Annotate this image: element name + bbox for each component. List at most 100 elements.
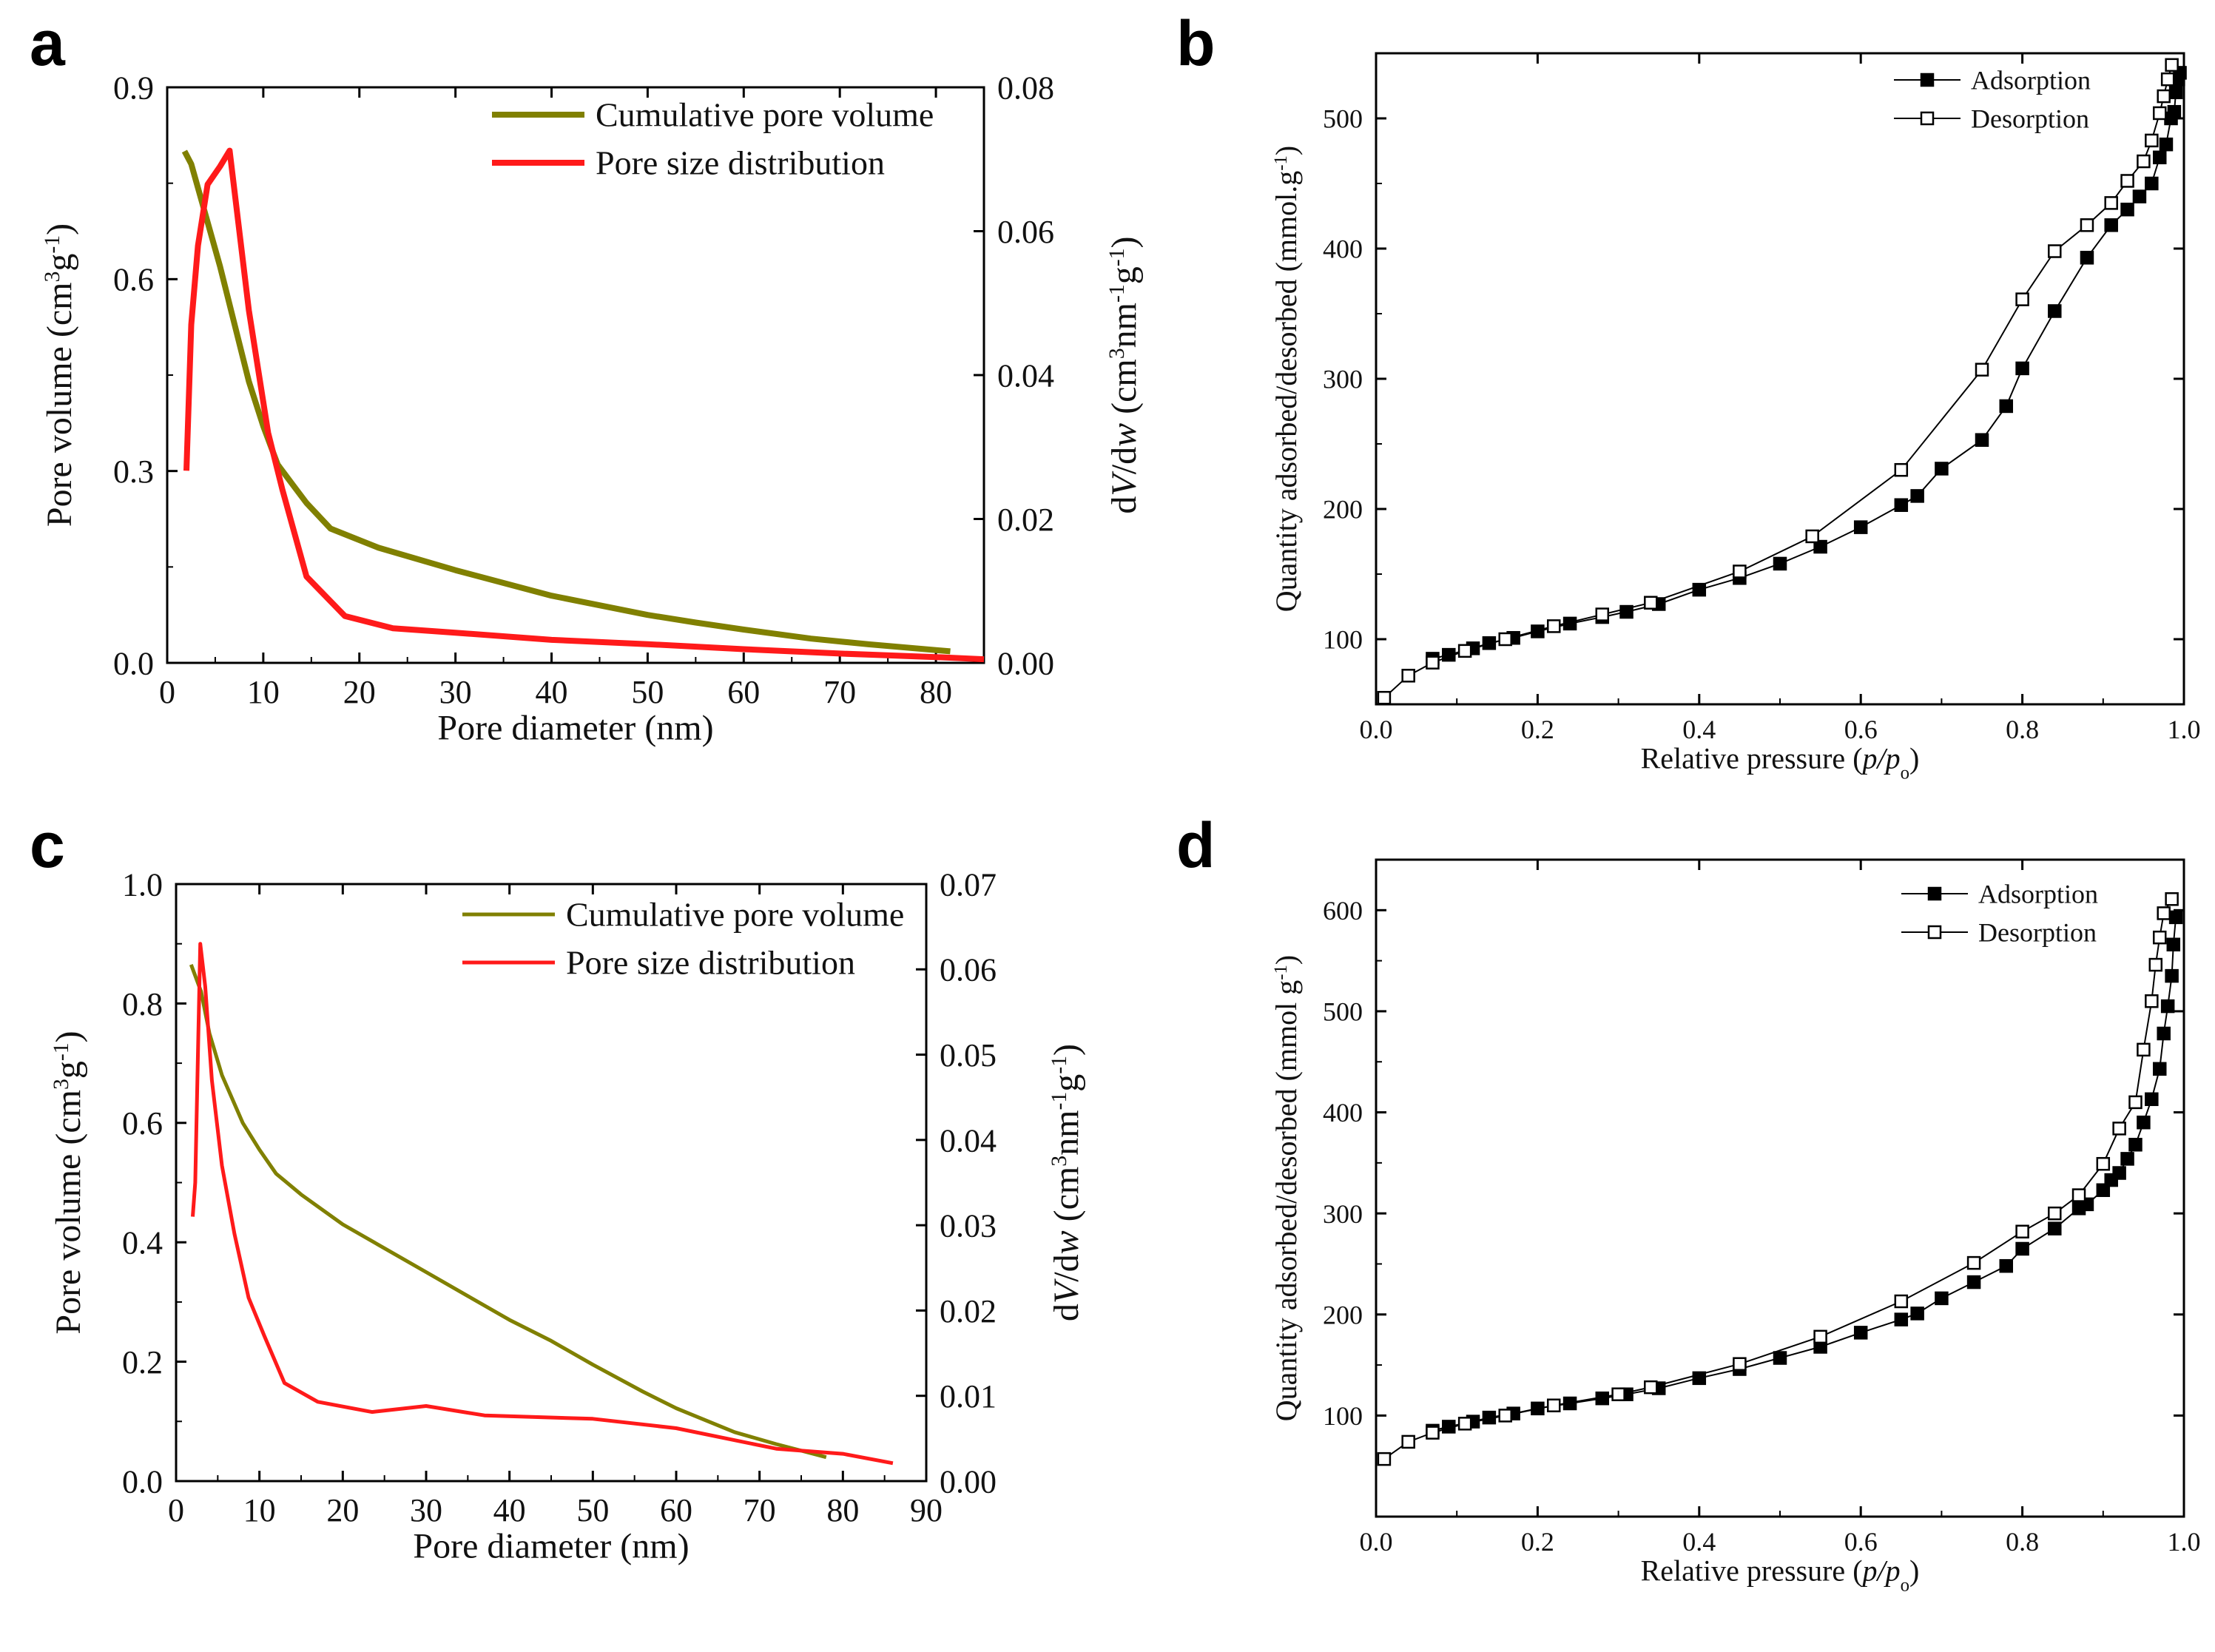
legend: Adsorption Desorption <box>1894 66 2091 134</box>
series-line <box>1432 73 2181 660</box>
data-point <box>1805 529 1819 544</box>
legend-marker <box>1927 925 1942 940</box>
series-line <box>183 147 985 663</box>
data-point <box>2104 218 2118 232</box>
data-point <box>1498 632 1512 647</box>
series-pore-size-distribution <box>191 942 894 1466</box>
data-point <box>1377 1452 1392 1466</box>
data-point <box>1975 363 1989 377</box>
data-point <box>2137 154 2151 169</box>
series-line <box>1432 917 2177 1432</box>
legend-marker <box>1927 886 1942 901</box>
data-point <box>2015 1241 2029 1256</box>
x-tick-label: 0.8 <box>2006 715 2039 744</box>
data-point <box>2157 89 2171 104</box>
y2-tick-label: 0.01 <box>940 1378 997 1415</box>
data-point <box>1457 1417 1472 1431</box>
y2-tick-label: 0.04 <box>940 1122 997 1159</box>
y-axis-label: Quantity adsorbed/desorbed (mmol.g-1) <box>1270 146 1303 613</box>
plot-frame <box>1375 858 2185 1518</box>
x-tick-label: 0.6 <box>1844 715 1878 744</box>
x-tick-label: 50 <box>631 674 664 710</box>
legend-label: Cumulative pore volume <box>566 895 904 933</box>
data-point <box>1457 644 1472 658</box>
series-adsorption <box>1426 910 2183 1438</box>
data-point <box>2152 106 2167 121</box>
y-tick-label: 500 <box>1323 997 1363 1027</box>
data-point <box>2080 218 2094 232</box>
series-line <box>1383 898 2173 1460</box>
x-tick-label: 10 <box>247 674 280 710</box>
legend-label: Adsorption <box>1971 66 2091 95</box>
y2-tick-label: 0.00 <box>997 645 1054 681</box>
data-point <box>2145 994 2159 1008</box>
x-tick-label: 40 <box>536 674 568 710</box>
data-point <box>2152 1062 2167 1076</box>
data-point <box>2145 1092 2159 1107</box>
y-tick-label: 0.3 <box>113 454 154 490</box>
x-axis-label: Pore diameter (nm) <box>413 1526 689 1565</box>
x-tick-label: 0.6 <box>1844 1527 1878 1557</box>
data-point <box>2048 244 2062 258</box>
y2-tick-label: 0.08 <box>997 70 1054 106</box>
series-adsorption <box>1426 66 2187 666</box>
y2-tick-label: 0.06 <box>940 952 997 988</box>
series-pore-size-distribution <box>183 147 985 663</box>
data-point <box>2148 957 2163 972</box>
data-point <box>2096 1183 2111 1197</box>
panel-b: b 0.0 0.2 0.4 0.6 0.8 1.0 100 200 300 400 500 Relati… <box>1176 8 2201 783</box>
y2-tick-label: 0.00 <box>940 1463 997 1500</box>
y2-axis-label: dV/dw (cm3nm-1g-1) <box>1047 1044 1087 1321</box>
data-point <box>1813 1329 1827 1344</box>
y-tick-label: 0.6 <box>113 262 154 298</box>
series-line <box>1383 64 2173 698</box>
legend-label: Desorption <box>1971 104 2089 134</box>
series-desorption <box>1377 58 2179 705</box>
x-tick-label: 50 <box>576 1492 609 1528</box>
x-axis-label: Relative pressure (p/po) <box>1641 741 1920 783</box>
data-point <box>2160 72 2175 87</box>
y-tick-label: 0.6 <box>122 1105 163 1142</box>
data-point <box>1733 564 1747 579</box>
data-point <box>1611 1387 1625 1401</box>
x-tick-label: 0 <box>168 1492 184 1528</box>
data-point <box>1426 1426 1440 1440</box>
y-axis-label: Pore volume (cm3g-1) <box>49 1031 89 1334</box>
data-point <box>1426 655 1440 670</box>
x-tick-label: 60 <box>727 674 760 710</box>
x-tick-label: 80 <box>920 674 952 710</box>
data-point <box>1644 1380 1658 1395</box>
panel-letter-b: b <box>1176 8 1216 79</box>
x-tick-label: 0.0 <box>1360 1527 1393 1557</box>
data-point <box>1377 690 1392 705</box>
data-point <box>2165 968 2179 983</box>
data-point <box>2048 1221 2062 1235</box>
legend-label: Desorption <box>1978 918 2097 948</box>
data-point <box>2137 1115 2151 1130</box>
data-point <box>1853 1326 1868 1340</box>
data-point <box>2165 892 2179 906</box>
data-point <box>1999 399 2014 414</box>
x-tick-label: 90 <box>910 1492 943 1528</box>
data-point <box>2015 361 2029 376</box>
y-tick-label: 300 <box>1323 365 1363 394</box>
x-tick-label: 0.2 <box>1521 1527 1554 1557</box>
data-point <box>1894 462 1909 477</box>
legend-label: Adsorption <box>1978 880 2098 909</box>
y-tick-label: 400 <box>1323 235 1363 264</box>
y-tick-label: 200 <box>1323 495 1363 525</box>
x-tick-label: 70 <box>823 674 856 710</box>
legend-marker <box>1920 73 1935 87</box>
y-tick-label: 1.0 <box>122 866 163 903</box>
x-tick-label: 20 <box>326 1492 359 1528</box>
y2-tick-label: 0.02 <box>997 502 1054 538</box>
data-point <box>2145 176 2159 191</box>
data-point <box>2132 189 2147 203</box>
data-point <box>1733 1357 1747 1371</box>
series-cumulative-pore-volume <box>181 149 951 655</box>
x-tick-label: 60 <box>660 1492 692 1528</box>
y-tick-label: 500 <box>1323 104 1363 134</box>
data-point <box>2015 292 2029 306</box>
data-point <box>2159 137 2174 152</box>
